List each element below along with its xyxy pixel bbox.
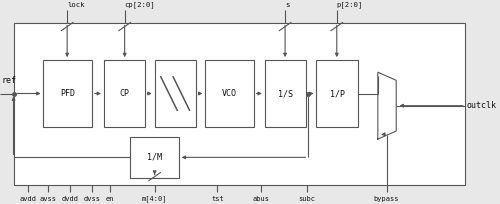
Bar [14,22,466,185]
Text: abus: abus [252,196,270,202]
Text: VCO: VCO [222,89,237,98]
Text: dvss: dvss [84,196,100,202]
Bar [104,60,145,127]
Bar [44,60,92,127]
Text: cp[2:0]: cp[2:0] [124,2,156,8]
Bar [154,60,196,127]
Text: tst: tst [211,196,224,202]
Text: 1/M: 1/M [147,153,162,162]
Text: lock: lock [67,2,84,8]
Text: m[4:0]: m[4:0] [142,195,168,202]
Text: p[2:0]: p[2:0] [337,2,363,8]
Text: PFD: PFD [60,89,75,98]
Text: avdd: avdd [20,196,36,202]
Text: dvdd: dvdd [62,196,78,202]
Bar [265,60,306,127]
Text: ref: ref [2,76,16,85]
Bar [316,60,358,127]
Text: avss: avss [40,196,57,202]
Text: outclk: outclk [466,101,496,110]
Text: s: s [285,2,290,8]
Text: subc: subc [298,196,316,202]
Polygon shape [378,72,396,139]
Bar [130,137,179,178]
Text: 1/S: 1/S [278,89,293,98]
Text: CP: CP [120,89,130,98]
Text: bypass: bypass [374,196,400,202]
Text: en: en [106,196,114,202]
Text: 1/P: 1/P [330,89,344,98]
Bar [206,60,254,127]
